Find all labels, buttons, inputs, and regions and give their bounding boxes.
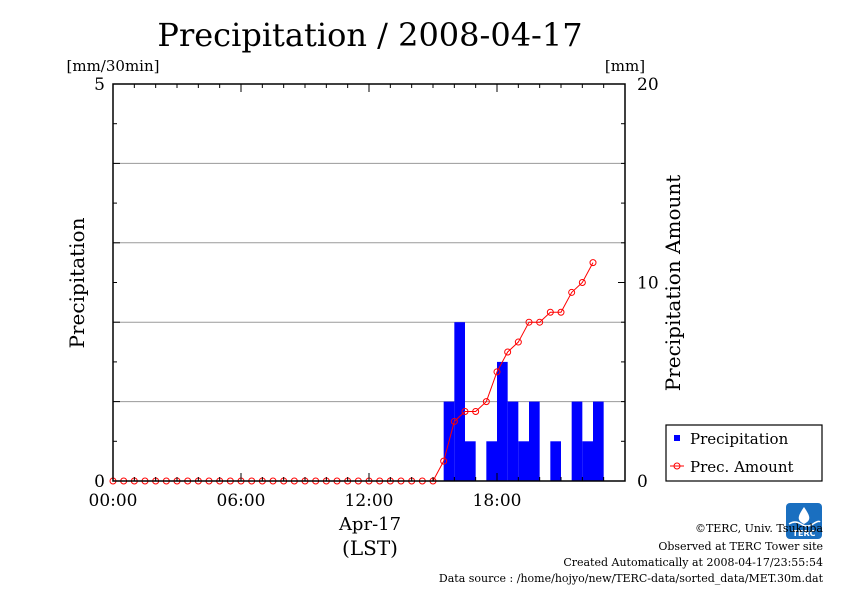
- amount-point: [450, 417, 458, 425]
- left-axis-unit: [mm/30min]: [67, 57, 160, 75]
- amount-point: [525, 318, 533, 326]
- amount-point: [557, 308, 565, 316]
- y-tick-label-right: 10: [637, 274, 659, 294]
- y-tick-label-right: 0: [637, 472, 648, 492]
- legend-precipitation-swatch: [674, 435, 680, 441]
- footer-source: Data source : /home/hojyo/new/TERC-data/…: [439, 572, 824, 585]
- amount-point: [568, 288, 576, 296]
- amount-point: [493, 368, 501, 376]
- terc-logo: TERC: [786, 503, 822, 539]
- amount-point: [504, 348, 512, 356]
- x-tick-label: 18:00: [473, 491, 522, 511]
- y-tick-label-left: 5: [94, 75, 105, 95]
- precipitation-bar: [486, 441, 497, 481]
- right-axis-unit: [mm]: [605, 57, 645, 75]
- amount-point: [461, 408, 469, 416]
- precipitation-bar: [582, 441, 593, 481]
- left-axis-title: Precipitation: [65, 217, 89, 348]
- wave-icon: [788, 520, 821, 527]
- precipitation-bar: [497, 361, 508, 481]
- precipitation-bar: [454, 322, 465, 481]
- precipitation-bar: [550, 441, 561, 481]
- precipitation-bar: [518, 441, 529, 481]
- amount-point: [536, 318, 544, 326]
- amount-point: [472, 408, 480, 416]
- right-axis-title: Precipitation Amount: [661, 175, 685, 392]
- legend: Precipitation Prec. Amount: [665, 424, 823, 482]
- legend-amount-label: Prec. Amount: [690, 458, 794, 476]
- x-tick-label: 00:00: [89, 491, 138, 511]
- x-timezone-label: (LST): [342, 536, 398, 560]
- amount-point: [546, 308, 554, 316]
- footer-created: Created Automatically at 2008-04-17/23:5…: [563, 556, 823, 569]
- water-drop-icon: [798, 507, 810, 524]
- grid-lines: [113, 162, 625, 403]
- precipitation-bar: [507, 401, 519, 481]
- precipitation-bar: [571, 401, 583, 481]
- logo-text: TERC: [793, 529, 816, 538]
- x-tick-label: 06:00: [217, 491, 266, 511]
- y-tick-label-left: 0: [94, 472, 105, 492]
- plot-frame: [112, 83, 626, 482]
- y-tick-label-right: 20: [637, 75, 659, 95]
- amount-point: [589, 259, 597, 267]
- footer-copyright: ©TERC, Univ. Tsukuba: [695, 522, 823, 535]
- axis-ticks: 00:00 06:00 12:00 18:00 0 5 0 10 20: [89, 75, 659, 511]
- footer-observed: Observed at TERC Tower site: [658, 540, 823, 553]
- amount-point: [514, 338, 522, 346]
- precipitation-bar: [465, 441, 476, 481]
- amount-point: [482, 398, 490, 406]
- x-date-label: Apr-17: [338, 514, 401, 535]
- legend-precipitation-label: Precipitation: [690, 430, 789, 448]
- x-tick-label: 12:00: [345, 491, 394, 511]
- legend-box: [665, 424, 823, 482]
- precipitation-bar: [593, 401, 604, 481]
- amount-point: [440, 457, 448, 465]
- amount-point: [578, 279, 586, 286]
- precipitation-bar: [529, 401, 540, 481]
- legend-amount-marker: [673, 462, 681, 470]
- chart-title: Precipitation / 2008-04-17: [157, 16, 582, 54]
